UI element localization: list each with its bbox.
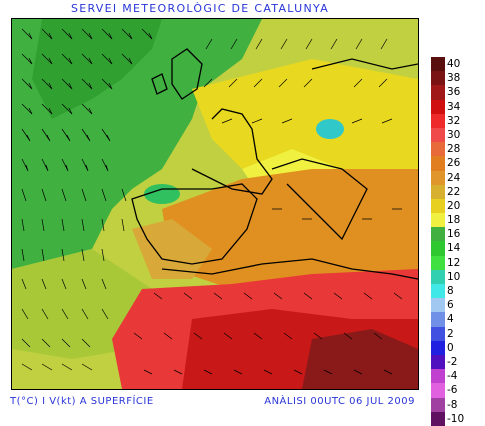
temperature-zone-24 (162, 169, 418, 289)
legend-item: -10 (431, 411, 483, 426)
temperature-zone-14-iberia (144, 184, 180, 204)
variable-label: T(°C) I V(kt) A SUPERFÍCIE (10, 396, 154, 407)
coastlines (131, 48, 418, 280)
legend-swatch (431, 255, 445, 270)
legend-item: 20 (431, 198, 483, 214)
legend-label: 10 (447, 270, 461, 283)
legend-swatch (431, 113, 445, 128)
legend-label: 28 (447, 143, 461, 156)
legend-item: 40 (431, 57, 483, 72)
legend-item: -4 (431, 369, 483, 384)
legend-swatch (431, 227, 445, 242)
legend-swatch (431, 57, 445, 72)
legend-item: 26 (431, 156, 483, 171)
legend-swatch (431, 213, 445, 228)
legend-label: 2 (447, 327, 454, 340)
legend-item: 36 (431, 85, 483, 100)
legend-label: 24 (447, 171, 461, 184)
legend-item: 2 (431, 326, 483, 341)
legend-label: 32 (447, 114, 461, 127)
legend-item: -6 (431, 383, 483, 398)
legend-item: 12 (431, 255, 483, 270)
legend-label: -8 (447, 398, 458, 411)
legend-swatch (431, 411, 445, 426)
legend-swatch (431, 284, 445, 299)
legend-label: 0 (447, 341, 454, 354)
legend-swatch (431, 269, 445, 284)
legend-swatch (431, 71, 445, 86)
legend-swatch (431, 170, 445, 185)
legend-swatch (431, 156, 445, 171)
legend-label: 18 (447, 214, 461, 227)
legend-swatch (431, 85, 445, 100)
map-title: SERVEI METEOROLÒGIC DE CATALUNYA (70, 2, 330, 15)
legend-swatch (431, 383, 445, 398)
legend-item: 4 (431, 312, 483, 327)
legend-label: 38 (447, 72, 461, 85)
legend-item: 30 (431, 127, 483, 143)
legend-label: 36 (447, 86, 461, 99)
analysis-label: ANÀLISI 00UTC 06 JUL 2009 (264, 396, 415, 407)
legend-swatch (431, 127, 445, 143)
legend-label: -6 (447, 384, 458, 397)
legend-label: -10 (447, 412, 465, 425)
legend-swatch (431, 312, 445, 327)
temperature-zone-12-alps (316, 119, 344, 139)
temperature-zone-20 (192, 59, 418, 169)
legend-label: 4 (447, 313, 454, 326)
legend-label: 30 (447, 128, 461, 141)
temperature-wind-map (11, 18, 419, 390)
legend-swatch (431, 340, 445, 355)
legend-label: 40 (447, 58, 461, 70)
legend-item: 8 (431, 284, 483, 299)
temperature-zone-14 (32, 19, 162, 119)
legend-item: 0 (431, 340, 483, 355)
legend-swatch (431, 354, 445, 370)
legend-label: -4 (447, 370, 458, 383)
legend-label: 8 (447, 285, 454, 297)
legend-swatch (431, 298, 445, 313)
legend-swatch (431, 99, 445, 114)
wind-barbs (21, 28, 403, 375)
legend-swatch (431, 142, 445, 157)
legend-item: 6 (431, 298, 483, 313)
legend-swatch (431, 369, 445, 384)
legend-item: -8 (431, 397, 483, 412)
temperature-zone-38 (302, 329, 418, 389)
legend-label: 26 (447, 157, 461, 170)
temperature-legend: 40 38 36 34 32 30 28 26 24 22 20 18 16 14 12 10 8 6 4 2 0 -2-… (431, 57, 483, 426)
legend-swatch (431, 198, 445, 214)
legend-swatch (431, 184, 445, 199)
legend-label: 12 (447, 256, 461, 269)
legend-label: 34 (447, 100, 461, 113)
legend-label: 6 (447, 299, 454, 312)
legend-item: 22 (431, 184, 483, 199)
legend-label: 20 (447, 199, 461, 212)
legend-item: 34 (431, 99, 483, 114)
legend-swatch (431, 397, 445, 412)
legend-label: 22 (447, 185, 461, 198)
legend-item: 24 (431, 170, 483, 185)
legend-item: 16 (431, 227, 483, 242)
legend-item: -2 (431, 354, 483, 370)
legend-item: 28 (431, 142, 483, 157)
legend-item: 18 (431, 213, 483, 228)
legend-item: 38 (431, 71, 483, 86)
legend-swatch (431, 241, 445, 256)
legend-label: -2 (447, 355, 458, 368)
legend-item: 14 (431, 241, 483, 256)
legend-item: 10 (431, 269, 483, 284)
legend-swatch (431, 326, 445, 341)
legend-item: 32 (431, 113, 483, 128)
legend-label: 14 (447, 242, 461, 255)
legend-label: 16 (447, 228, 461, 241)
